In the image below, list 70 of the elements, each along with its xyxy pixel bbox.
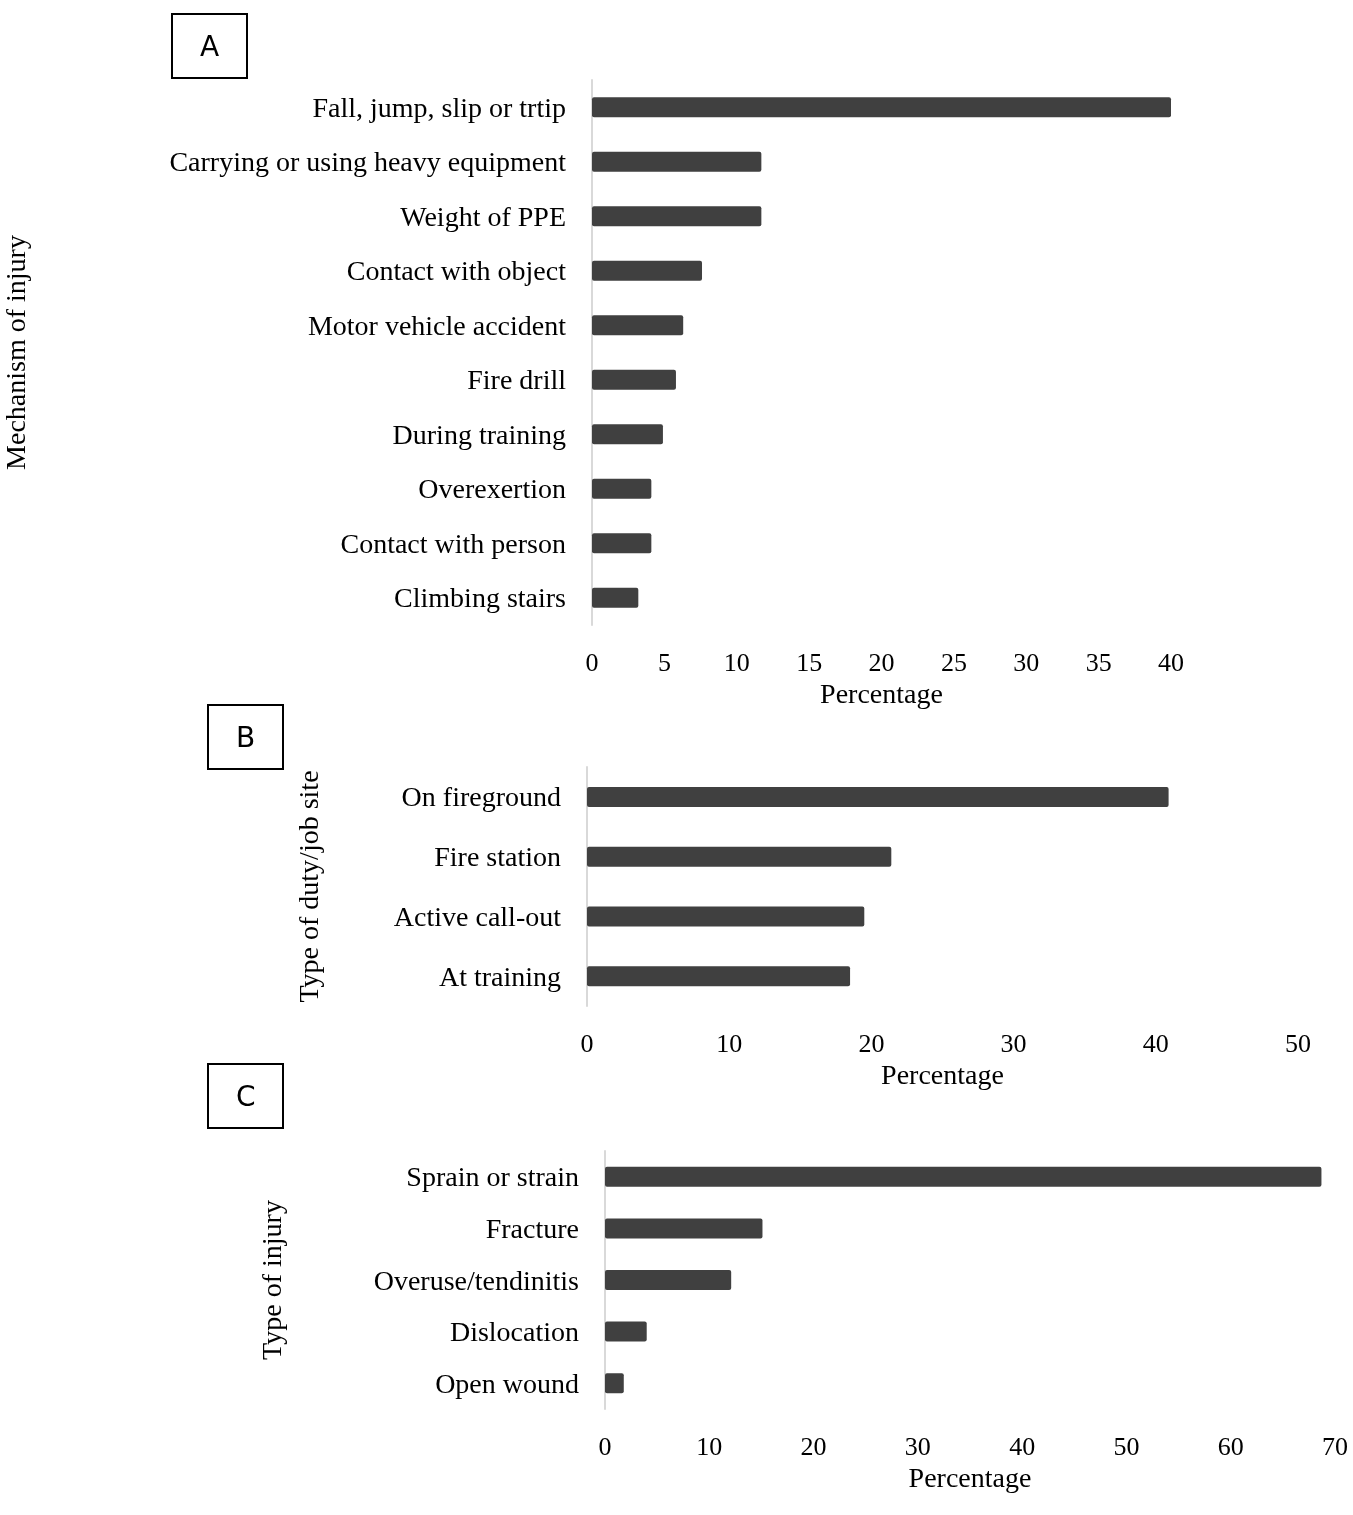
y-tick-label: Climbing stairs <box>394 582 566 614</box>
y-axis-title: Mechanism of injury <box>0 235 31 470</box>
x-axis-title: Percentage <box>908 1462 1032 1494</box>
x-tick-label: 40 <box>1158 647 1184 677</box>
x-tick-label: 0 <box>580 1028 594 1058</box>
x-tick-label: 10 <box>696 1431 723 1461</box>
y-tick-label: Fire station <box>434 841 561 873</box>
y-tick-label: Sprain or strain <box>406 1161 579 1193</box>
x-tick-label: 5 <box>657 647 671 677</box>
x-tick-label: 50 <box>1113 1431 1140 1461</box>
y-tick-label: At training <box>438 960 561 992</box>
bar <box>592 315 684 336</box>
x-tick-label: 60 <box>1217 1431 1244 1461</box>
x-axis-title: Percentage <box>881 1059 1004 1091</box>
x-tick-label: 0 <box>598 1431 612 1461</box>
bar <box>587 786 1169 807</box>
y-tick-label: Contact with object <box>346 255 567 287</box>
y-axis-title: Type of injury <box>255 1200 287 1360</box>
x-tick-label: 50 <box>1285 1028 1311 1058</box>
x-tick-label: 30 <box>904 1431 931 1461</box>
text: B <box>236 720 256 754</box>
x-tick-label: 35 <box>1085 647 1112 677</box>
bar <box>605 1373 624 1394</box>
text: C <box>236 1079 256 1113</box>
y-tick-label: Carrying or using heavy equipment <box>169 146 567 178</box>
x-axis-title: Percentage <box>820 678 943 710</box>
bar <box>592 587 639 608</box>
bar <box>605 1218 763 1239</box>
bar <box>592 260 703 281</box>
text: A <box>200 29 220 63</box>
y-tick-label: Weight of PPE <box>400 200 566 232</box>
bar <box>592 478 652 499</box>
y-tick-label: Contact with person <box>340 527 566 559</box>
y-tick-label: Fall, jump, slip or trtip <box>312 91 566 123</box>
bar <box>605 1270 732 1290</box>
y-tick-label: Motor vehicle accident <box>307 309 567 341</box>
y-tick-label: Active call-out <box>393 900 562 932</box>
bar <box>587 906 865 927</box>
y-tick-label: Overuse/tendinitis <box>373 1264 579 1296</box>
bar <box>587 846 892 867</box>
bar <box>592 424 663 445</box>
y-tick-label: Fracture <box>485 1212 579 1244</box>
y-tick-label: Fire drill <box>467 364 567 396</box>
y-tick-label: On fireground <box>401 781 561 813</box>
x-tick-label: 40 <box>1142 1028 1169 1058</box>
x-tick-label: 15 <box>796 647 823 677</box>
bar <box>592 151 762 172</box>
y-axis-title: Type of duty/job site <box>292 770 324 1003</box>
bar <box>587 966 851 987</box>
x-tick-label: 30 <box>1013 647 1040 677</box>
bar <box>592 533 652 554</box>
y-tick-label: Dislocation <box>449 1316 579 1348</box>
bar <box>605 1166 1322 1187</box>
x-tick-label: 20 <box>868 647 895 677</box>
bar <box>592 206 762 227</box>
x-tick-label: 20 <box>800 1431 827 1461</box>
bar <box>592 369 676 390</box>
y-tick-label: During training <box>392 418 566 450</box>
x-tick-label: 10 <box>723 647 750 677</box>
y-tick-label: Overexertion <box>418 473 566 505</box>
x-tick-label: 20 <box>858 1028 885 1058</box>
x-tick-label: 30 <box>1000 1028 1027 1058</box>
x-tick-label: 0 <box>585 647 599 677</box>
bar <box>592 97 1171 118</box>
x-tick-label: 25 <box>940 647 967 677</box>
bar <box>605 1321 647 1342</box>
y-tick-label: Open wound <box>435 1367 579 1399</box>
x-tick-label: 10 <box>716 1028 743 1058</box>
x-tick-label: 40 <box>1009 1431 1036 1461</box>
x-tick-label: 70 <box>1322 1431 1348 1461</box>
